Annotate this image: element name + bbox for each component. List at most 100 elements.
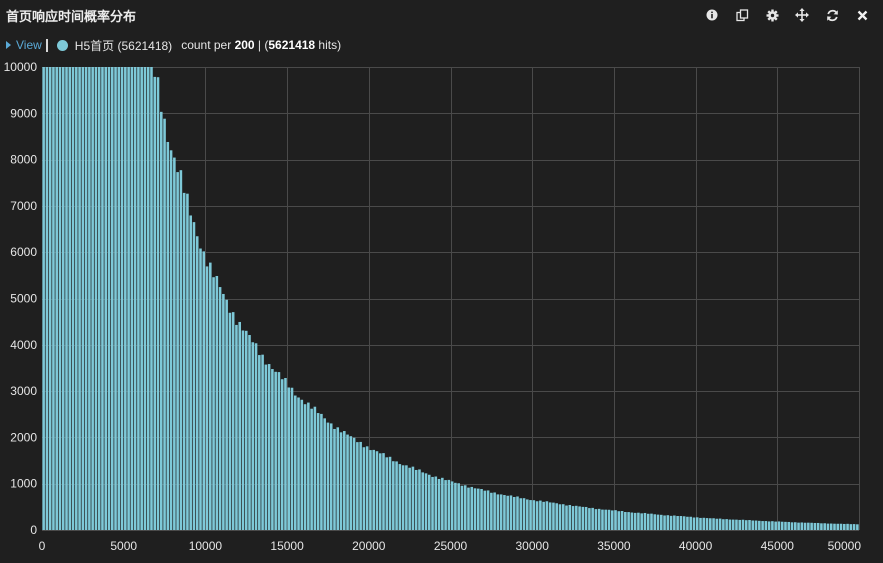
histogram-bar[interactable] [856, 524, 859, 530]
histogram-bar[interactable] [320, 413, 323, 530]
histogram-bar[interactable] [738, 519, 741, 530]
histogram-bar[interactable] [630, 512, 634, 530]
histogram-bar[interactable] [58, 67, 62, 530]
histogram-bar[interactable] [839, 523, 843, 530]
histogram-bar[interactable] [669, 515, 673, 530]
histogram-bar[interactable] [826, 523, 830, 530]
histogram-bar[interactable] [411, 466, 415, 530]
histogram-bar[interactable] [385, 457, 389, 530]
histogram-bar[interactable] [555, 503, 558, 530]
histogram-bar[interactable] [375, 451, 379, 530]
histogram-bar[interactable] [735, 519, 738, 530]
histogram-bar[interactable] [787, 521, 791, 530]
histogram-bar[interactable] [42, 67, 45, 530]
histogram-bar[interactable] [653, 514, 657, 530]
histogram-bar[interactable] [235, 324, 238, 530]
histogram-bar[interactable] [369, 450, 372, 530]
histogram-bar[interactable] [610, 510, 614, 530]
legend-series-label[interactable]: H5首页 (5621418) [74, 38, 173, 53]
histogram-bar[interactable] [545, 501, 549, 530]
histogram-bar[interactable] [287, 387, 291, 530]
histogram-bar[interactable] [816, 522, 820, 530]
histogram-bar[interactable] [310, 408, 313, 530]
histogram-bar[interactable] [476, 488, 480, 530]
histogram-bar[interactable] [372, 449, 375, 530]
histogram-bar[interactable] [444, 480, 447, 530]
histogram-bar[interactable] [414, 469, 418, 530]
histogram-bar[interactable] [176, 172, 179, 530]
histogram-bar[interactable] [75, 67, 78, 530]
histogram-bar[interactable] [114, 67, 117, 530]
histogram-bar[interactable] [578, 506, 581, 530]
histogram-bar[interactable] [104, 67, 108, 530]
histogram-bar[interactable] [343, 431, 346, 530]
histogram-bar[interactable] [205, 266, 209, 530]
histogram-bar[interactable] [463, 485, 467, 530]
histogram-bar[interactable] [731, 519, 735, 530]
histogram-bar[interactable] [146, 67, 150, 530]
histogram-bar[interactable] [761, 521, 764, 530]
histogram-bar[interactable] [793, 522, 797, 530]
histogram-bar[interactable] [339, 432, 343, 530]
histogram-bar[interactable] [686, 516, 689, 530]
histogram-bar[interactable] [460, 485, 464, 530]
histogram-bar[interactable] [633, 512, 637, 530]
histogram-bar[interactable] [506, 495, 509, 530]
histogram-bar[interactable] [823, 523, 826, 530]
histogram-bar[interactable] [718, 518, 722, 530]
histogram-bar[interactable] [561, 504, 565, 530]
histogram-bar[interactable] [473, 488, 477, 530]
histogram-bar[interactable] [395, 461, 398, 530]
histogram-bar[interactable] [682, 516, 686, 530]
histogram-bar[interactable] [163, 118, 166, 530]
histogram-bar[interactable] [94, 67, 98, 530]
histogram-bar[interactable] [467, 487, 470, 530]
histogram-bar[interactable] [457, 483, 460, 530]
histogram-bar[interactable] [427, 474, 431, 530]
histogram-bar[interactable] [846, 523, 849, 530]
histogram-bar[interactable] [597, 508, 601, 530]
histogram-bar[interactable] [454, 482, 457, 530]
histogram-bar[interactable] [744, 520, 748, 530]
histogram-bar[interactable] [97, 67, 101, 530]
histogram-bar[interactable] [692, 517, 696, 531]
histogram-bar[interactable] [565, 505, 568, 530]
histogram-bar[interactable] [588, 508, 591, 530]
histogram-bar[interactable] [160, 111, 163, 530]
histogram-bar[interactable] [490, 492, 493, 530]
histogram-bar[interactable] [209, 262, 212, 530]
histogram-bar[interactable] [705, 518, 709, 530]
histogram-bar[interactable] [575, 505, 578, 530]
close-icon[interactable] [851, 5, 873, 25]
histogram-bar[interactable] [663, 515, 666, 530]
histogram-bar[interactable] [784, 521, 787, 530]
histogram-bar[interactable] [813, 522, 817, 530]
histogram-bar[interactable] [676, 516, 679, 530]
histogram-bar[interactable] [833, 523, 836, 530]
histogram-bar[interactable] [68, 67, 72, 530]
histogram-bar[interactable] [803, 522, 807, 530]
histogram-bar[interactable] [271, 369, 274, 530]
histogram-bar[interactable] [333, 428, 336, 530]
histogram-bar[interactable] [604, 509, 608, 530]
histogram-bar[interactable] [153, 76, 157, 530]
histogram-bar[interactable] [297, 397, 300, 530]
histogram-bar[interactable] [78, 67, 81, 530]
histogram-bar[interactable] [741, 519, 745, 530]
histogram-bar[interactable] [712, 518, 715, 530]
histogram-bar[interactable] [117, 67, 121, 530]
refresh-icon[interactable] [821, 5, 843, 25]
histogram-bar[interactable] [84, 67, 88, 530]
histogram-bar[interactable] [365, 446, 369, 530]
histogram-bar[interactable] [359, 441, 362, 530]
histogram-bar[interactable] [71, 67, 75, 530]
histogram-bar[interactable] [532, 500, 536, 530]
histogram-bar[interactable] [388, 456, 392, 530]
histogram-bar[interactable] [55, 67, 58, 530]
histogram-bar[interactable] [849, 524, 853, 530]
view-toggle[interactable]: View [6, 38, 42, 52]
histogram-bar[interactable] [624, 512, 627, 530]
histogram-bar[interactable] [228, 312, 232, 530]
histogram-bar[interactable] [303, 404, 307, 530]
histogram-bar[interactable] [222, 293, 225, 530]
